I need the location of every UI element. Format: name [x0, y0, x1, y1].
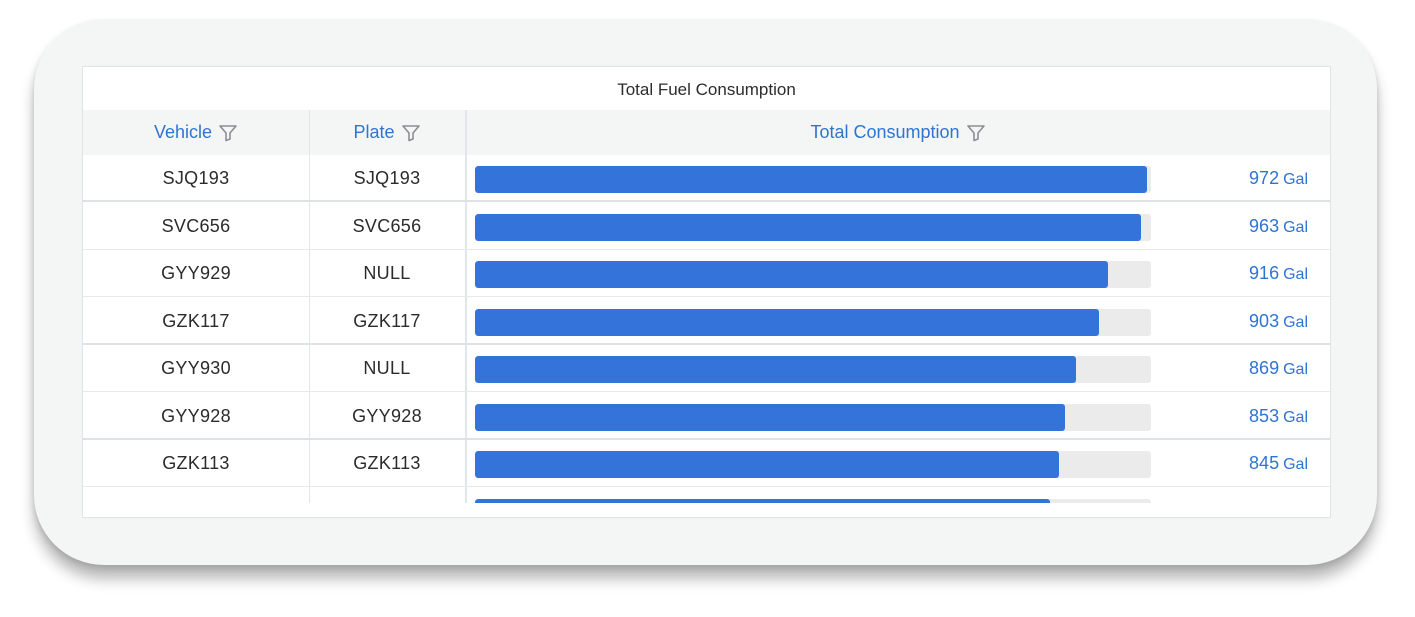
column-header-plate[interactable]: Plate — [309, 110, 465, 155]
table-row[interactable]: GYY930 NULL 869 Gal — [83, 345, 1330, 392]
plate-cell — [309, 488, 465, 504]
table-row[interactable]: GZK117 GZK117 903 Gal — [83, 298, 1330, 345]
consumption-value: 903 Gal — [1249, 298, 1308, 345]
consumption-unit: Gal — [1283, 456, 1308, 473]
vehicle-cell: SVC656 — [161, 215, 231, 236]
consumption-number: 903 — [1249, 310, 1280, 331]
plate-cell: GZK113 — [353, 453, 421, 473]
consumption-value: 963 Gal — [1249, 203, 1308, 250]
consumption-bar-track — [475, 166, 1151, 193]
consumption-bar — [475, 308, 1100, 336]
plate-cell: NULL — [363, 358, 411, 378]
vehicle-cell: GYY929 — [161, 263, 231, 283]
filter-icon[interactable] — [218, 123, 238, 143]
consumption-number: 845 — [1249, 453, 1280, 473]
consumption-bar-track — [475, 451, 1151, 478]
consumption-value: 869 Gal — [1249, 345, 1308, 392]
consumption-bar-track — [475, 213, 1151, 241]
table-body[interactable]: SJQ193 SJQ193 972 Gal SVC656 SVC656 963 Gal GYY9… — [83, 155, 1330, 503]
column-header-total-label: Total Consumption — [810, 122, 960, 142]
consumption-bar-track — [475, 308, 1151, 336]
consumption-value: 972 Gal — [1249, 155, 1308, 202]
table-row[interactable]: GZK113 GZK113 845 Gal — [83, 440, 1330, 487]
consumption-number: 972 — [1249, 168, 1280, 188]
consumption-bar — [475, 213, 1141, 241]
consumption-number: 916 — [1249, 263, 1280, 283]
table-row[interactable]: GYY929 NULL 916 Gal — [83, 250, 1330, 297]
consumption-unit: Gal — [1283, 266, 1308, 283]
column-header-plate-label: Plate — [353, 122, 395, 142]
vehicle-cell: GYY930 — [161, 358, 231, 378]
column-divider — [465, 110, 467, 503]
column-header-vehicle-label: Vehicle — [153, 122, 213, 142]
fuel-consumption-widget: Total Fuel Consumption Vehicle Plate Tot… — [82, 66, 1331, 518]
filter-icon[interactable] — [401, 123, 421, 143]
consumption-value: 916 Gal — [1249, 250, 1308, 297]
consumption-bar — [475, 261, 1109, 288]
consumption-bar — [475, 451, 1060, 478]
consumption-bar — [475, 356, 1076, 383]
consumption-unit: Gal — [1283, 218, 1308, 236]
vehicle-cell: GZK113 — [162, 453, 230, 473]
consumption-bar-track — [475, 403, 1151, 431]
vehicle-cell: GYY928 — [161, 405, 231, 426]
table-header: Vehicle Plate Total Consumption — [83, 110, 1330, 155]
table-row[interactable] — [83, 488, 1330, 504]
plate-cell: SJQ193 — [353, 168, 421, 188]
table-row[interactable]: SVC656 SVC656 963 Gal — [83, 203, 1330, 250]
vehicle-cell — [83, 488, 309, 504]
widget-title: Total Fuel Consumption — [617, 80, 796, 99]
column-header-vehicle[interactable]: Vehicle — [83, 110, 309, 155]
vehicle-cell: SJQ193 — [162, 168, 230, 188]
consumption-value: 853 Gal — [1249, 393, 1308, 440]
consumption-bar — [475, 166, 1147, 193]
table-row[interactable]: GYY928 GYY928 853 Gal — [83, 393, 1330, 440]
consumption-unit: Gal — [1283, 313, 1308, 331]
consumption-unit: Gal — [1283, 171, 1308, 188]
consumption-bar — [475, 498, 1051, 503]
vehicle-cell: GZK117 — [162, 310, 230, 331]
consumption-bar-track — [475, 498, 1151, 503]
consumption-number: 963 — [1249, 215, 1280, 236]
filter-icon[interactable] — [966, 123, 986, 143]
consumption-number: 869 — [1249, 358, 1280, 378]
table-row[interactable]: SJQ193 SJQ193 972 Gal — [83, 155, 1330, 202]
column-header-total-consumption[interactable]: Total Consumption — [465, 110, 1330, 155]
consumption-value: 845 Gal — [1249, 440, 1308, 487]
consumption-unit: Gal — [1283, 361, 1308, 378]
plate-cell: GYY928 — [352, 405, 422, 426]
consumption-bar-track — [475, 356, 1151, 383]
consumption-bar — [475, 403, 1065, 431]
consumption-number: 853 — [1249, 405, 1280, 426]
plate-cell: SVC656 — [352, 215, 422, 236]
plate-cell: NULL — [363, 263, 411, 283]
consumption-bar-track — [475, 261, 1151, 288]
consumption-unit: Gal — [1283, 408, 1308, 426]
column-divider — [309, 110, 310, 503]
plate-cell: GZK117 — [353, 310, 421, 331]
